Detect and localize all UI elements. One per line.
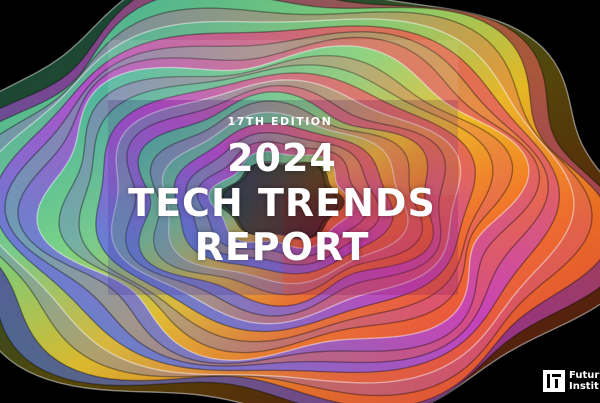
logo-mark-icon <box>543 370 565 392</box>
logo-wordmark: Futur Instit <box>569 370 599 392</box>
grid-tile <box>108 40 283 100</box>
logo-line-2: Instit <box>569 381 599 392</box>
future-institute-logo: Futur Instit <box>543 370 599 392</box>
grid-tile <box>283 40 458 100</box>
dark-core <box>215 162 345 239</box>
logo-line-1: Futur <box>569 370 600 381</box>
